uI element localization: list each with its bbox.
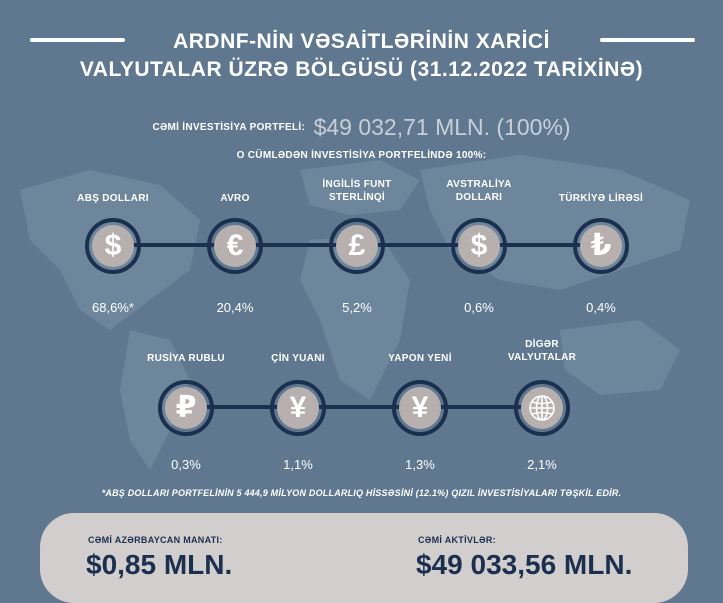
jpy-circle: ¥	[392, 380, 448, 436]
currency-label-cny: ÇİN YUANI	[271, 353, 325, 364]
aud-circle: $	[451, 218, 507, 274]
manat-total-label: CƏMİ AZƏRBAYCAN MANATI:	[88, 535, 223, 545]
row2-connector	[186, 405, 546, 409]
portfolio-total: CƏMİ İNVESTİSİYA PORTFELİ: $49 032,71 ML…	[0, 114, 723, 141]
other-circle	[514, 380, 570, 436]
euro-icon: €	[214, 225, 256, 267]
portfolio-note: O CÜMLƏDƏN İNVESTİSİYA PORTFELİNDƏ 100%:	[236, 150, 487, 161]
try-circle: ₺	[573, 218, 629, 274]
pound-icon: £	[336, 225, 378, 267]
footnote: *ABŞ DOLLARI PORTFELİNİN 5 444,9 MİLYON …	[101, 488, 622, 498]
currency-label-aud: AVSTRALİYA DOLLARI	[446, 179, 512, 203]
manat-total-value: $0,85 MLN.	[86, 549, 233, 580]
cny-circle: ¥	[270, 380, 326, 436]
globe-icon	[521, 387, 563, 429]
currency-label-gbp: İNGİLİS FUNT STERLİNQİ	[322, 179, 392, 203]
currency-label-rub: RUSİYA RUBLU	[147, 353, 225, 364]
cny-percent: 1,1%	[283, 457, 313, 472]
dollar-icon: $	[458, 225, 500, 267]
summary-panel: CƏMİ AZƏRBAYCAN MANATI: $0,85 MLN. CƏMİ …	[40, 513, 688, 603]
title-decoration-left	[30, 38, 125, 42]
try-percent: 0,4%	[586, 300, 616, 315]
rub-percent: 0,3%	[171, 457, 201, 472]
gbp-percent: 5,2%	[342, 300, 372, 315]
page-title-line1: ARDNF-NİN VƏSAİTLƏRİNİN XARİCİ	[173, 30, 550, 53]
yuan-icon: ¥	[277, 387, 319, 429]
jpy-percent: 1,3%	[405, 457, 435, 472]
rub-circle: ₽	[158, 380, 214, 436]
eur-percent: 20,4%	[216, 300, 254, 315]
gbp-circle: £	[329, 218, 385, 274]
currency-label-eur: AVRO	[220, 193, 250, 204]
page-title-line2: VALYUTALAR ÜZRƏ BÖLGÜSÜ (31.12.2022 TARİ…	[79, 58, 644, 81]
currency-label-try: TÜRKİYƏ LİRƏSİ	[558, 193, 644, 204]
eur-circle: €	[207, 218, 263, 274]
other-percent: 2,1%	[527, 457, 557, 472]
currency-label-jpy: YAPON YENİ	[388, 353, 452, 364]
aud-percent: 0,6%	[464, 300, 494, 315]
yen-icon: ¥	[399, 387, 441, 429]
dollar-icon: $	[92, 225, 134, 267]
ruble-icon: ₽	[165, 387, 207, 429]
usd-circle: $	[85, 218, 141, 274]
currency-label-usd: ABŞ DOLLARI	[77, 193, 149, 204]
assets-total-label: CƏMİ AKTİVLƏR:	[418, 535, 496, 545]
title-decoration-right	[600, 38, 695, 42]
portfolio-total-label: CƏMİ İNVESTİSİYA PORTFELİ:	[152, 122, 306, 133]
portfolio-total-value: $49 032,71 MLN. (100%)	[313, 114, 571, 140]
currency-label-other: DİGƏR VALYUTALAR	[507, 339, 577, 363]
assets-total-value: $49 033,56 MLN.	[416, 549, 633, 580]
usd-percent: 68,6%*	[92, 300, 134, 315]
lira-icon: ₺	[580, 225, 622, 267]
